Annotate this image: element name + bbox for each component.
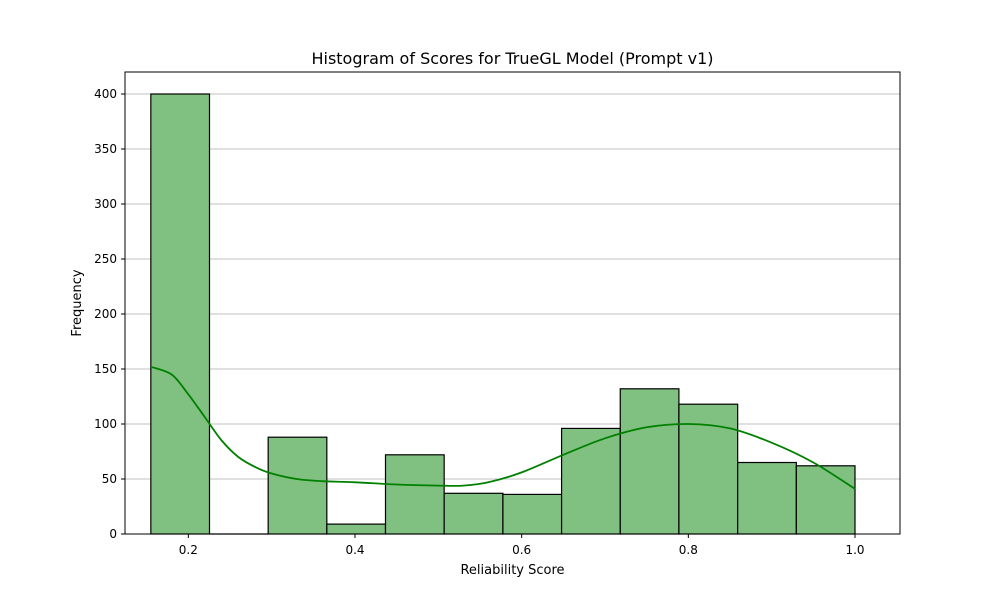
y-tick-label: 350 bbox=[94, 142, 117, 156]
histogram-bar bbox=[619, 388, 680, 535]
y-tick-label: 200 bbox=[94, 307, 117, 321]
histogram-bar bbox=[502, 493, 563, 535]
x-tick-label: 0.4 bbox=[345, 543, 364, 557]
histogram-bar bbox=[326, 523, 387, 535]
y-tick-label: 300 bbox=[94, 197, 117, 211]
histogram-bar bbox=[795, 465, 856, 535]
kde-curve-layer bbox=[150, 365, 856, 490]
histogram-bar bbox=[443, 492, 504, 535]
histogram-bar bbox=[737, 461, 797, 535]
y-tick-label: 400 bbox=[94, 87, 117, 101]
x-tick-label: 0.2 bbox=[179, 543, 198, 557]
histogram-bar bbox=[267, 436, 328, 535]
histogram-bar bbox=[384, 454, 445, 535]
plot-area-frame bbox=[124, 71, 901, 535]
x-tick-label: 0.6 bbox=[512, 543, 531, 557]
y-tick-label: 250 bbox=[94, 252, 117, 266]
x-tick-label: 0.8 bbox=[679, 543, 698, 557]
x-axis-label: Reliability Score bbox=[460, 563, 564, 578]
y-gridlines bbox=[125, 93, 900, 480]
y-axis-label: Frequency bbox=[70, 269, 85, 336]
histogram-bars bbox=[150, 93, 856, 535]
y-tick-label: 150 bbox=[94, 362, 117, 376]
histogram-bar bbox=[150, 93, 211, 535]
x-tick-label: 1.0 bbox=[845, 543, 864, 557]
chart-title: Histogram of Scores for TrueGL Model (Pr… bbox=[311, 49, 713, 68]
y-tick-label: 50 bbox=[102, 472, 117, 486]
kde-curve bbox=[150, 365, 856, 490]
y-tick-label: 100 bbox=[94, 417, 117, 431]
y-axis-ticks: 0 50 100 150 200 250 300 350 400 bbox=[94, 87, 125, 541]
y-tick-label: 0 bbox=[109, 527, 117, 541]
x-axis-ticks: 0.2 0.4 0.6 0.8 1.0 bbox=[179, 534, 865, 557]
